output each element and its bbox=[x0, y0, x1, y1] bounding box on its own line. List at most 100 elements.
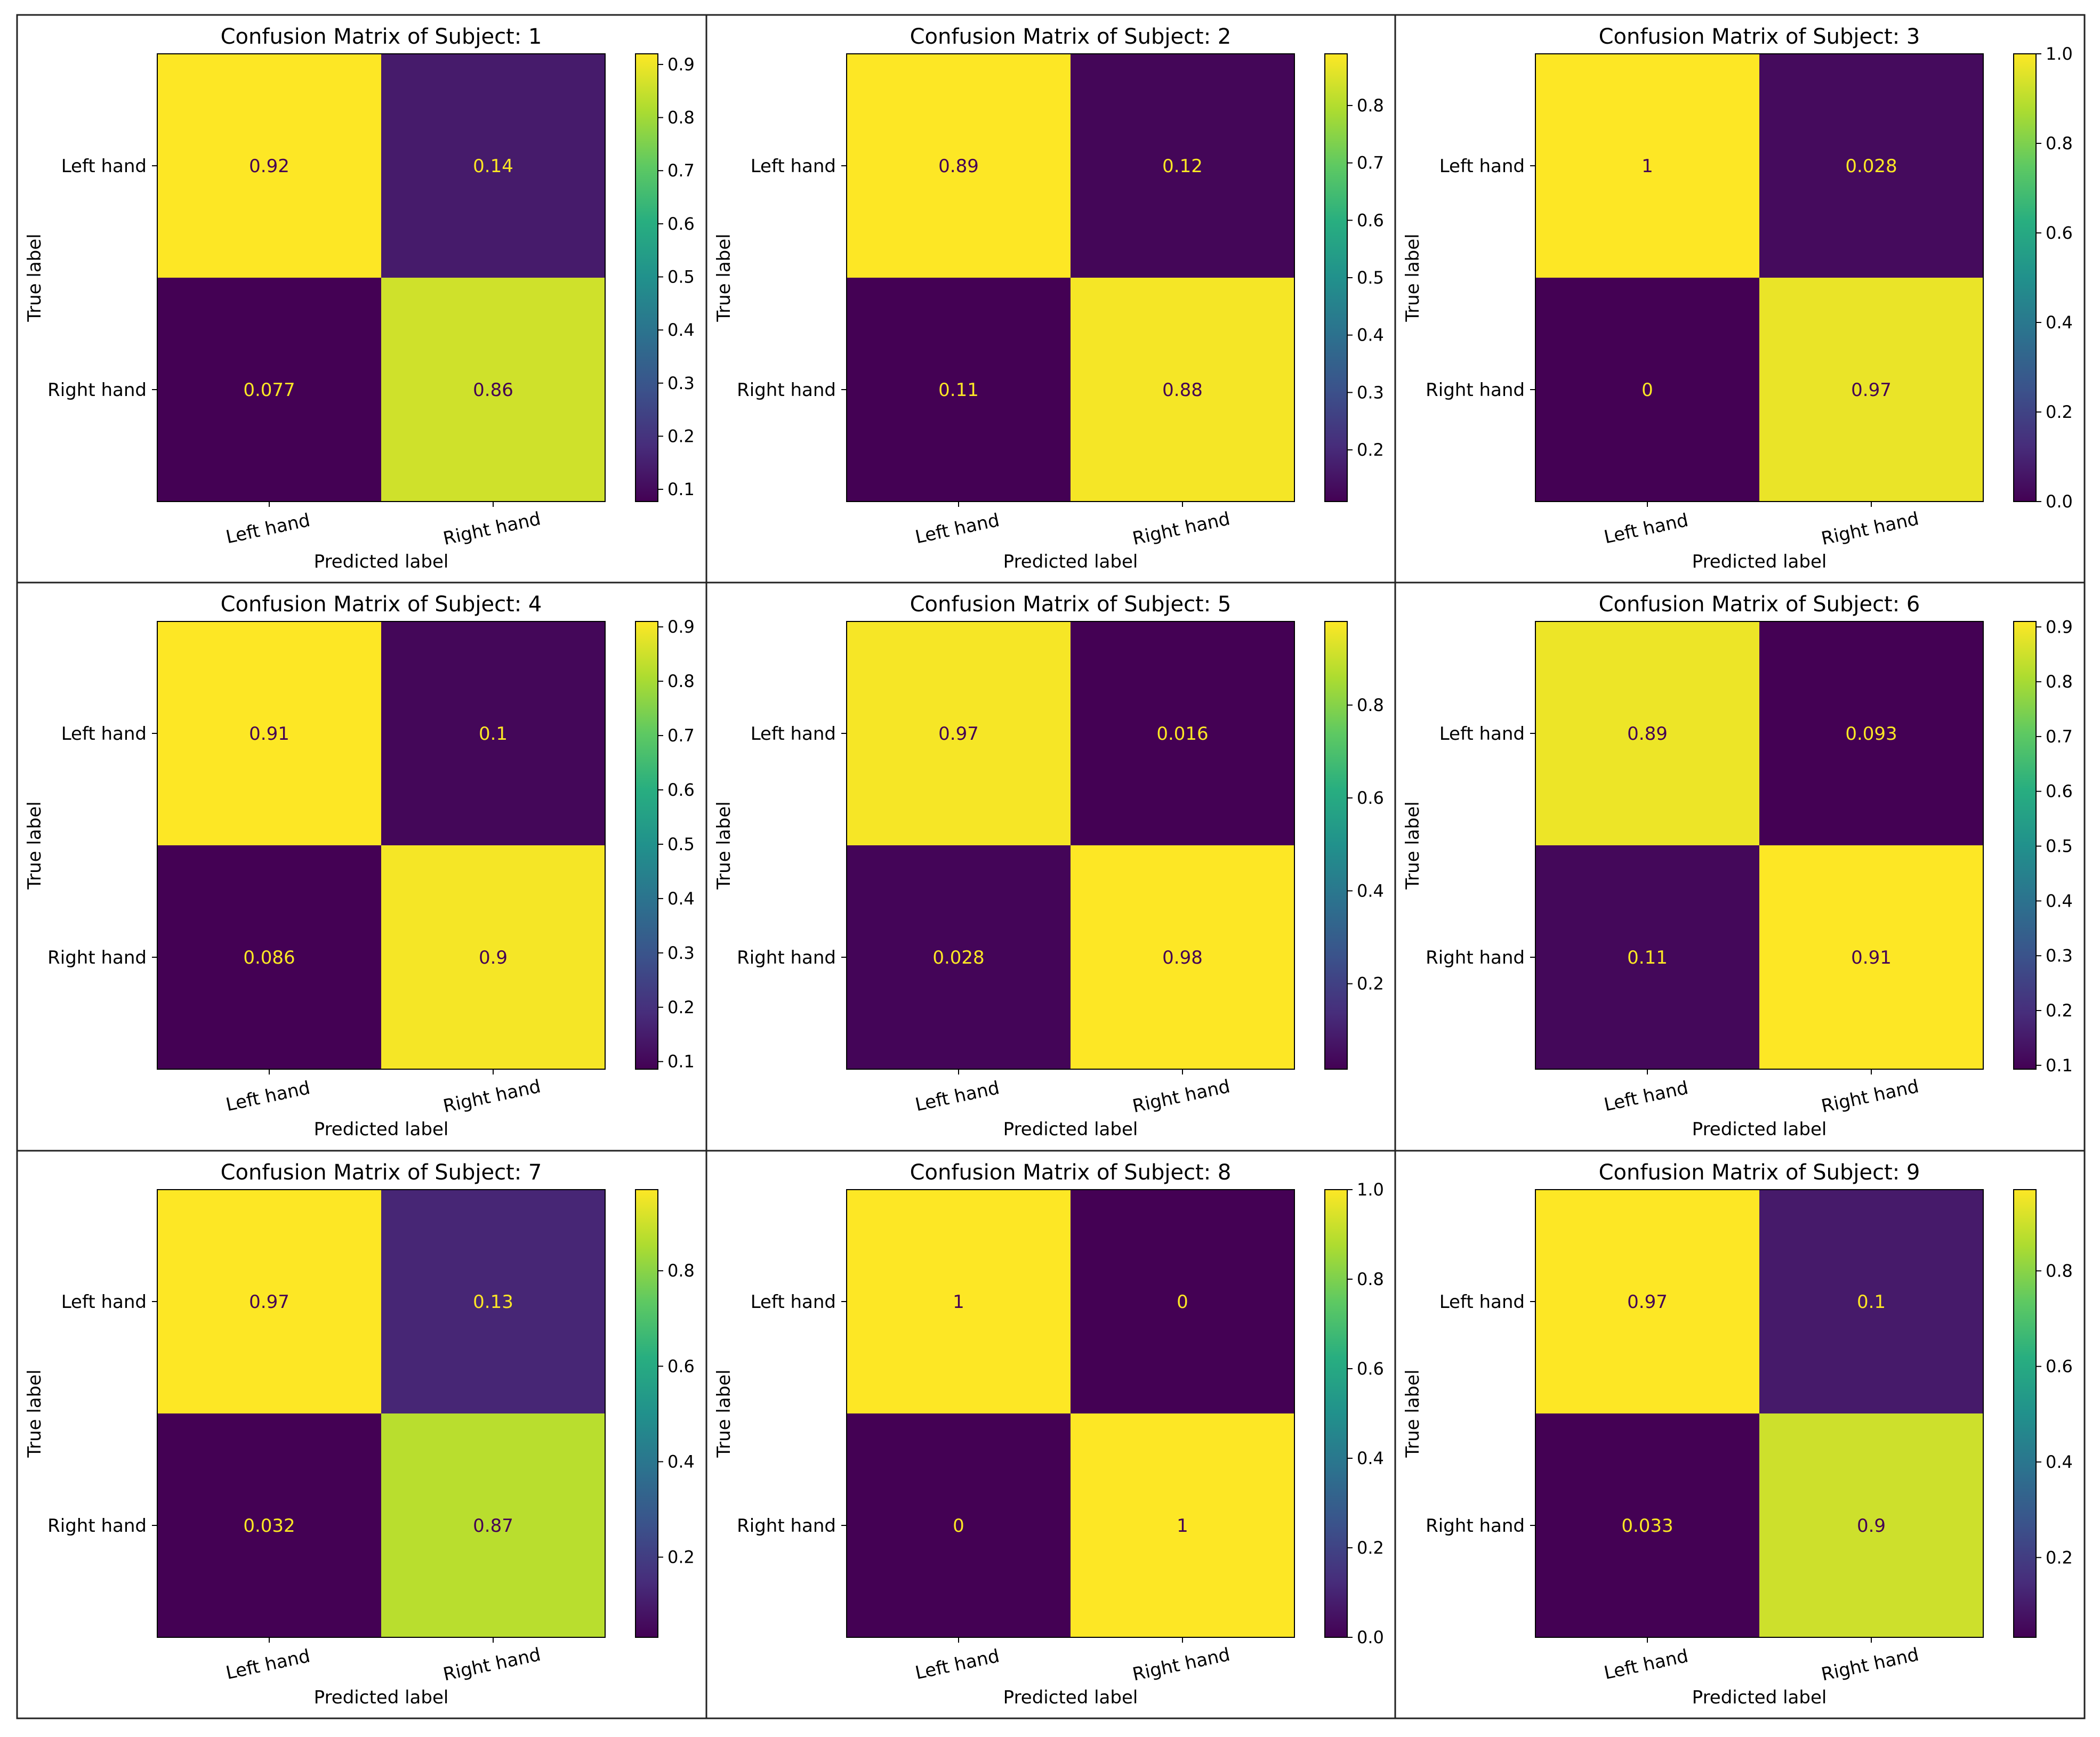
matrix-cell bbox=[157, 1413, 381, 1637]
colorbar bbox=[635, 1189, 658, 1638]
panel-borders bbox=[16, 14, 2086, 1719]
cell-value-label: 0.11 bbox=[1627, 947, 1668, 968]
cell-value-label: 0.032 bbox=[243, 1515, 295, 1537]
colorbar-tick-label: 0.4 bbox=[667, 320, 695, 340]
colorbar-tick-label: 0.0 bbox=[1357, 1627, 1384, 1647]
colorbar-tick-label: 0.4 bbox=[1357, 325, 1384, 345]
y-tick-label: Left hand bbox=[1439, 156, 1525, 177]
x-axis-label: Predicted label bbox=[1692, 1687, 1827, 1708]
colorbar-tick-label: 0.4 bbox=[2046, 312, 2073, 333]
chart-title: Confusion Matrix of Subject: 8 bbox=[910, 1160, 1232, 1185]
x-axis-label: Predicted label bbox=[1003, 551, 1138, 572]
y-tick-label: Left hand bbox=[61, 723, 147, 745]
colorbar-tick-label: 0.2 bbox=[1357, 440, 1384, 460]
matrix-cell bbox=[1759, 1413, 1983, 1637]
colorbar-tick-label: 0.1 bbox=[667, 1052, 695, 1072]
matrix-frame bbox=[846, 53, 1295, 502]
colorbar-tick-label: 0.6 bbox=[667, 1356, 695, 1376]
colorbar-tick-label: 0.9 bbox=[667, 617, 695, 637]
colorbar-tick-label: 0.4 bbox=[2046, 1452, 2073, 1472]
cell-value-label: 0.89 bbox=[938, 156, 979, 177]
matrix-cell bbox=[1535, 1413, 1759, 1637]
cell-value-label: 0.028 bbox=[1845, 156, 1897, 177]
matrix-cell bbox=[381, 1413, 605, 1637]
cell-value-label: 0.97 bbox=[1851, 379, 1892, 401]
y-tick-label: Left hand bbox=[751, 156, 836, 177]
chart-title: Confusion Matrix of Subject: 9 bbox=[1599, 1160, 1920, 1185]
matrix-cell bbox=[1535, 1190, 1759, 1413]
matrix-cell bbox=[157, 621, 381, 845]
colorbar-tick-label: 0.2 bbox=[1357, 1538, 1384, 1558]
y-tick-label: Left hand bbox=[751, 723, 836, 745]
matrix-frame bbox=[1535, 621, 1984, 1070]
matrix-cell bbox=[847, 1413, 1071, 1637]
matrix-frame bbox=[157, 621, 606, 1070]
x-axis-label: Predicted label bbox=[1003, 1687, 1138, 1708]
cell-value-label: 0.12 bbox=[1162, 156, 1203, 177]
cell-value-label: 0.91 bbox=[249, 723, 289, 745]
colorbar-tick-label: 0.5 bbox=[1357, 268, 1384, 288]
x-axis-label: Predicted label bbox=[314, 1119, 449, 1140]
matrix-cell bbox=[157, 278, 381, 502]
y-axis-label: True label bbox=[713, 233, 735, 322]
y-axis-label: True label bbox=[24, 801, 45, 890]
colorbar-tick-label: 0.2 bbox=[667, 426, 695, 446]
outer-border bbox=[16, 14, 2086, 1719]
colorbar-tick-label: 0.4 bbox=[1357, 880, 1384, 901]
y-tick-label: Right hand bbox=[47, 379, 147, 401]
cell-value-label: 1 bbox=[953, 1291, 964, 1313]
colorbar-tick-label: 0.8 bbox=[1357, 1269, 1384, 1289]
cell-value-label: 0.016 bbox=[1156, 723, 1208, 745]
y-axis-label: True label bbox=[713, 801, 735, 890]
cell-value-label: 0.97 bbox=[938, 723, 979, 745]
confusion-matrix-subject-1: Confusion Matrix of Subject: 1 0.92 0.14 0.… bbox=[24, 25, 695, 572]
colorbar-tick-label: 0.6 bbox=[2046, 223, 2073, 243]
colorbar bbox=[2013, 53, 2037, 502]
matrix-cell bbox=[1535, 278, 1759, 502]
cell-value-label: 0.87 bbox=[473, 1515, 513, 1537]
matrix-cell bbox=[1535, 621, 1759, 845]
matrix-cell bbox=[157, 845, 381, 1069]
cell-value-label: 0.033 bbox=[1621, 1515, 1673, 1537]
colorbar-tick-label: 0.4 bbox=[2046, 891, 2073, 911]
cell-value-label: 0.97 bbox=[1627, 1291, 1668, 1313]
cell-value-label: 0.11 bbox=[938, 379, 979, 401]
colorbar-tick-label: 0.3 bbox=[2046, 946, 2073, 966]
cell-value-label: 0.92 bbox=[249, 156, 289, 177]
colorbar-tick-label: 0.6 bbox=[1357, 210, 1384, 230]
cell-value-label: 0.077 bbox=[243, 379, 295, 401]
confusion-matrix-subject-5: Confusion Matrix of Subject: 5 0.97 0.016 0… bbox=[713, 592, 1384, 1140]
colorbar-tick-label: 0.2 bbox=[1357, 974, 1384, 994]
colorbar-tick-label: 0.8 bbox=[1357, 95, 1384, 116]
colorbar-tick-label: 0.2 bbox=[2046, 402, 2073, 422]
confusion-matrix-subject-3: Confusion Matrix of Subject: 3 1 0.028 0 0.9… bbox=[1402, 25, 2073, 572]
colorbar-tick-label: 0.6 bbox=[667, 214, 695, 234]
colorbar-tick-label: 0.3 bbox=[667, 943, 695, 963]
confusion-matrix-subject-6: Confusion Matrix of Subject: 6 0.89 0.093 0… bbox=[1402, 592, 2073, 1140]
cell-value-label: 0.028 bbox=[932, 947, 984, 968]
confusion-matrix-subject-4: Confusion Matrix of Subject: 4 0.91 0.1 0.0… bbox=[24, 592, 695, 1140]
colorbar-tick-label: 0.7 bbox=[2046, 726, 2073, 747]
cell-value-label: 0.1 bbox=[1857, 1291, 1886, 1313]
matrix-cell bbox=[847, 54, 1071, 278]
colorbar-tick-label: 0.6 bbox=[2046, 1356, 2073, 1377]
cell-value-label: 0.91 bbox=[1851, 947, 1892, 968]
colorbar bbox=[635, 53, 658, 502]
colorbar-tick-label: 0.7 bbox=[667, 160, 695, 181]
colorbar-tick-label: 0.2 bbox=[667, 997, 695, 1017]
matrix-cell bbox=[847, 845, 1071, 1069]
cell-value-label: 0.97 bbox=[249, 1291, 289, 1313]
colorbar-tick-label: 1.0 bbox=[2046, 44, 2073, 64]
colorbar-tick-label: 0.6 bbox=[667, 780, 695, 800]
y-tick-label: Right hand bbox=[1426, 947, 1525, 968]
cell-value-label: 0.086 bbox=[243, 947, 295, 968]
matrix-cell bbox=[1071, 1190, 1294, 1413]
matrix-cell bbox=[1759, 621, 1983, 845]
matrix-cell bbox=[157, 1190, 381, 1413]
colorbar-tick-label: 0.4 bbox=[1357, 1448, 1384, 1468]
x-axis-label: Predicted label bbox=[314, 1687, 449, 1708]
matrix-cell bbox=[1759, 845, 1983, 1069]
matrix-cell bbox=[1071, 1413, 1294, 1637]
colorbar-tick-label: 0.2 bbox=[2046, 1547, 2073, 1568]
